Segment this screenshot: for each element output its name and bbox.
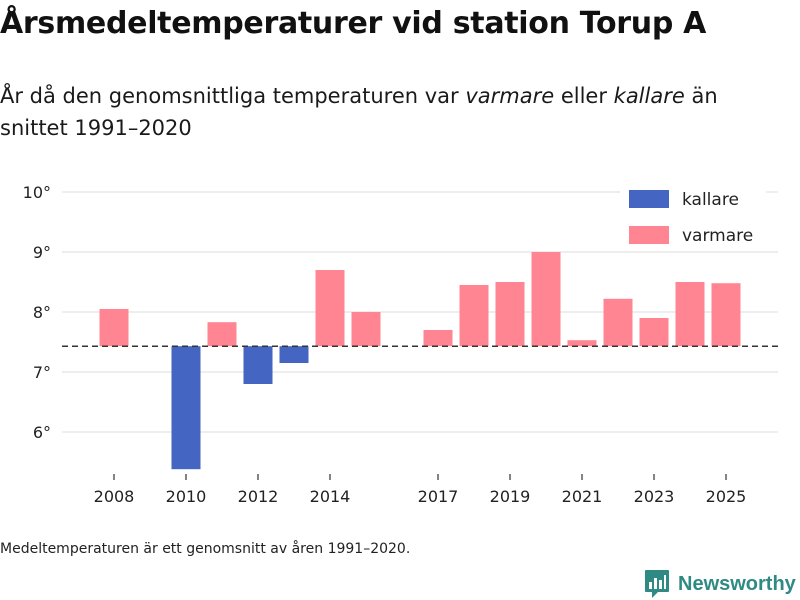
bar-2020	[531, 252, 561, 347]
bar-2021	[567, 340, 597, 347]
subtitle-warmer-word: varmare	[465, 84, 555, 108]
x-tick-label: 2012	[238, 487, 279, 506]
y-axis-labels: 6° 7° 8° 9° 10°	[23, 183, 51, 442]
subtitle-text-2: eller	[554, 84, 614, 108]
x-tick-label: 2010	[166, 487, 207, 506]
subtitle-text-3: än snittet 1991–2020	[0, 84, 718, 140]
legend: kallare varmare	[620, 182, 766, 246]
legend-swatch-colder	[629, 190, 669, 208]
x-tick-label: 2023	[634, 487, 675, 506]
y-tick-label: 7°	[33, 363, 51, 382]
bar-2017	[423, 330, 453, 347]
footnote: Medeltemperaturen är ett genomsnitt av å…	[0, 541, 411, 557]
bars	[99, 252, 741, 470]
chart-subtitle: År då den genomsnittliga temperaturen va…	[0, 80, 780, 144]
bar-2025	[711, 283, 741, 347]
x-tick-label: 2019	[490, 487, 531, 506]
x-axis: 2008 2010 2012 2014 2017 2019 2021 2023 2025	[94, 474, 747, 506]
x-tick-label: 2017	[418, 487, 459, 506]
bar-2022	[603, 298, 633, 347]
y-tick-label: 9°	[33, 243, 51, 262]
bar-2012	[243, 346, 273, 384]
brand-name: Newsworthy	[678, 572, 796, 595]
bar-2023	[639, 318, 669, 347]
newsworthy-logo-icon	[645, 570, 669, 598]
x-tick-label: 2021	[562, 487, 603, 506]
y-tick-label: 8°	[33, 303, 51, 322]
y-tick-label: 6°	[33, 423, 51, 442]
bar-2013	[279, 346, 309, 363]
y-tick-label: 10°	[23, 183, 51, 202]
temperature-bar-chart: 6° 7° 8° 9° 10° 2008 2010 2012 2014 2017 2019 2021…	[23, 182, 778, 506]
x-tick-label: 2008	[94, 487, 135, 506]
x-tick-label: 2014	[310, 487, 351, 506]
bar-2019	[495, 282, 525, 347]
x-tick-label: 2025	[706, 487, 747, 506]
bar-2018	[459, 285, 489, 347]
brand-logo: Newsworthy	[644, 568, 796, 600]
subtitle-colder-word: kallare	[613, 84, 685, 108]
bar-2008	[99, 309, 129, 347]
bar-2014	[315, 270, 345, 347]
bar-2010	[171, 346, 201, 470]
subtitle-text-1: År då den genomsnittliga temperaturen va…	[0, 84, 466, 108]
legend-label-colder: kallare	[682, 190, 739, 210]
legend-label-warmer: varmare	[682, 226, 753, 246]
chart-title: Årsmedeltemperaturer vid station Torup A	[0, 6, 707, 41]
bar-2011	[207, 322, 237, 347]
bar-2015	[351, 312, 381, 347]
legend-swatch-warmer	[629, 226, 669, 244]
bar-2024	[675, 282, 705, 347]
